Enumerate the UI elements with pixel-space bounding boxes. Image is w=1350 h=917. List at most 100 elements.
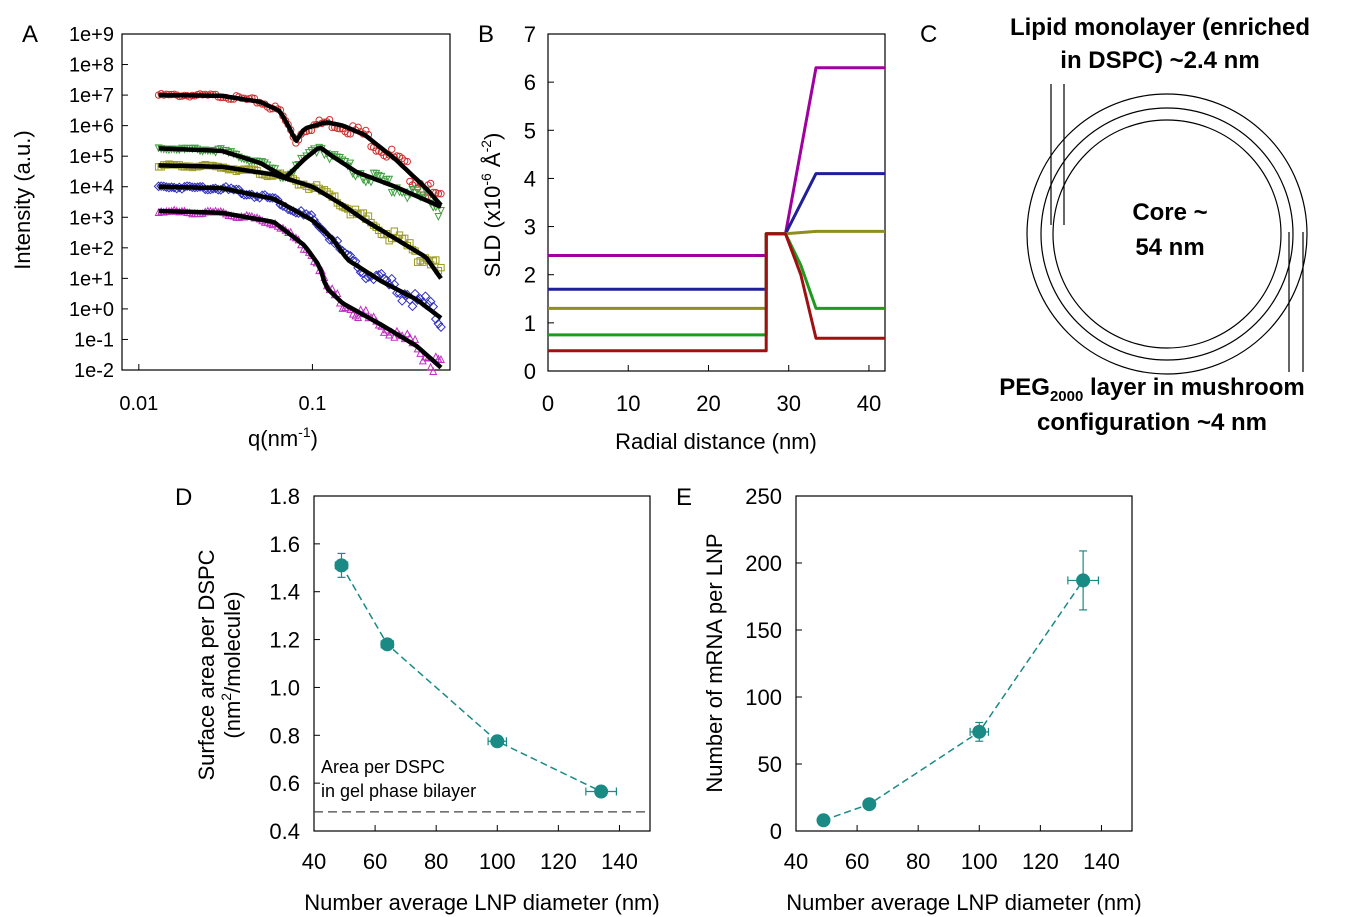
data-marker-a (403, 157, 411, 166)
x-axis-label-e: Number average LNP diameter (nm) (786, 890, 1141, 915)
data-marker-a (434, 190, 443, 198)
y-tick-label-e: 250 (745, 484, 782, 509)
data-marker-a (344, 129, 352, 138)
x-axis-label-a: q(nm-1) (248, 424, 318, 451)
y-axis-label-e: Number of mRNA per LNP (702, 533, 727, 792)
y-tick-label-a: 1e+6 (69, 116, 114, 138)
x-axis-label-b: Radial distance (nm) (615, 429, 817, 454)
data-marker-a (385, 175, 394, 184)
y-tick-label-a: 1e-1 (74, 329, 114, 351)
y-tick-label-e: 0 (770, 819, 782, 844)
y-tick-label-b: 3 (524, 215, 536, 240)
data-marker-a (437, 190, 445, 198)
y-tick-label-a: 1e+4 (69, 177, 114, 199)
y-tick-label-d: 1.8 (269, 484, 300, 509)
sld-profile-line (548, 229, 885, 310)
peg-label-line2: configuration ~4 nm (1037, 409, 1267, 436)
data-marker-a (403, 194, 412, 203)
panel-letter-d: D (175, 484, 192, 511)
data-marker-a (401, 234, 409, 243)
panel-c-diagram: C Lipid monolayer (enriched in DSPC) ~2.… (920, 14, 1310, 436)
panel-a: A 1e-2 1e-1 1e+0 1e+1 1e+2 1e+3 1e+4 1e+5 1e+6 1e… (10, 21, 451, 451)
x-tick-label-b: 10 (616, 391, 640, 416)
data-marker-a (429, 366, 438, 375)
y-tick-label-d: 1.0 (269, 675, 300, 700)
y-axis-label-d-line2: (nm2/molecule) (218, 591, 245, 738)
fit-line-a (158, 184, 443, 320)
x-tick-label-d: 140 (601, 849, 638, 874)
data-marker-a (346, 159, 355, 168)
fit-line-a (158, 145, 442, 209)
data-marker-a (411, 334, 420, 343)
monolayer-label-line2: in DSPC) ~2.4 nm (1060, 47, 1259, 74)
y-tick-label-b: 0 (524, 359, 536, 384)
data-marker-a (397, 295, 408, 306)
y-axis-label-d-line1: Surface area per DSPC (194, 549, 219, 780)
peg-label-line1: PEG2000 layer in mushroom (999, 374, 1304, 405)
sld-profile-line (548, 232, 885, 337)
y-tick-label-a: 1e+2 (69, 238, 114, 260)
panel-letter-c: C (920, 21, 937, 48)
data-marker-a (413, 258, 422, 266)
data-marker-a (437, 263, 445, 272)
data-point-d (594, 784, 609, 799)
x-tick-label-d: 40 (302, 849, 326, 874)
data-marker-a (372, 147, 380, 155)
y-tick-label-a: 1e+1 (69, 268, 114, 290)
panel-d: D 0.4 0.6 0.8 1.0 1.2 1.4 1.6 1.8 40 60 80 100 120 14… (175, 484, 660, 915)
data-marker-a (432, 256, 440, 264)
plot-frame-a (121, 33, 451, 371)
data-marker-a (426, 179, 435, 188)
data-marker-a (434, 213, 443, 222)
x-tick-label-a: 0.1 (299, 393, 327, 415)
data-marker-a (425, 296, 436, 307)
data-marker-a (376, 268, 387, 279)
x-tick-label-b: 40 (857, 391, 881, 416)
data-marker-a (354, 312, 363, 321)
data-point-e (1076, 573, 1091, 588)
trend-line-e (823, 579, 1084, 822)
data-marker-a (436, 322, 446, 332)
y-tick-label-b: 5 (524, 118, 536, 143)
panel-e: E 0 50 100 150 200 250 40 60 80 100 120 140 Number … (676, 484, 1142, 915)
data-point-e (816, 813, 831, 828)
fit-line-a (158, 163, 443, 280)
panel-letter-e: E (676, 484, 692, 511)
x-tick-label-d: 100 (479, 849, 516, 874)
y-tick-label-b: 4 (524, 166, 536, 191)
x-tick-label-d: 80 (424, 849, 448, 874)
y-tick-label-e: 50 (758, 752, 782, 777)
x-tick-label-a: 0.01 (119, 393, 158, 415)
y-axis-label-b: SLD (x10-6 Å-2) (478, 133, 505, 278)
y-tick-label-b: 7 (524, 22, 536, 47)
x-tick-label-e: 40 (784, 849, 808, 874)
y-tick-label-b: 1 (524, 311, 536, 336)
core-label-line2: 54 nm (1135, 234, 1204, 261)
data-marker-a (398, 154, 406, 163)
data-marker-a (403, 329, 412, 338)
y-axis-label-a: Intensity (a.u.) (10, 130, 35, 269)
x-tick-label-e: 140 (1083, 849, 1120, 874)
y-tick-label-a: 1e+5 (69, 146, 114, 168)
plot-frame-b (547, 33, 886, 372)
plot-frame-d (313, 495, 651, 832)
x-tick-label-b: 0 (542, 391, 554, 416)
y-tick-label-d: 1.2 (269, 628, 300, 653)
data-marker-a (419, 258, 427, 266)
data-marker-a (338, 303, 347, 312)
reference-annotation-line2: in gel phase bilayer (321, 781, 476, 801)
data-marker-a (231, 184, 242, 195)
lipid-monolayer-outer-circle (1040, 107, 1294, 361)
data-point-e (972, 724, 987, 739)
y-tick-label-a: 1e+0 (69, 299, 114, 321)
core-label-line1: Core ~ (1132, 199, 1207, 226)
data-marker-a (390, 227, 399, 235)
y-tick-label-e: 150 (745, 618, 782, 643)
data-marker-a (361, 305, 370, 314)
x-tick-label-e: 100 (961, 849, 998, 874)
core-circle (1052, 119, 1282, 349)
sld-profile-line (548, 66, 885, 257)
data-point-d (490, 734, 505, 749)
sld-profile-line (548, 232, 885, 353)
data-marker-a (420, 291, 431, 302)
